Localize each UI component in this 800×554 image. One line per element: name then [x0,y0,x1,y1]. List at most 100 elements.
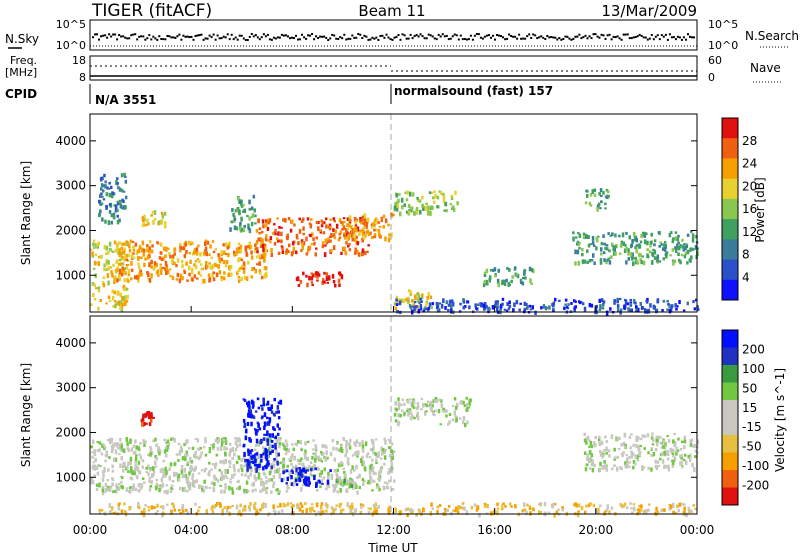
heatmap-cell [665,254,668,259]
heatmap-cell [322,510,325,514]
heatmap-cell [588,457,591,463]
heatmap-cell [668,232,672,238]
heatmap-cell [672,502,675,508]
heatmap-cell [144,440,147,443]
nsky-point [693,36,695,39]
heatmap-cell [320,219,323,223]
heatmap-cell [336,474,339,480]
heatmap-cell [259,508,262,512]
heatmap-cell [403,411,406,416]
heatmap-cell [453,397,457,401]
heatmap-cell [347,457,350,461]
heatmap-cell [258,254,261,258]
heatmap-cell [578,242,581,245]
nsky-point [560,38,563,41]
heatmap-cell [358,441,361,447]
heatmap-cell [354,508,358,513]
heatmap-cell [248,199,251,205]
heatmap-cell [254,410,258,413]
heatmap-cell [116,246,119,250]
heatmap-cell [299,279,303,284]
heatmap-cell [442,410,445,413]
heatmap-cell [175,264,178,268]
heatmap-cell [134,441,137,444]
nsky-point [238,34,241,37]
heatmap-cell [278,443,281,449]
nsky-point [534,34,537,37]
heatmap-cell [195,247,199,252]
heatmap-cell [171,254,175,259]
nsky-point [652,38,655,41]
heatmap-cell [240,202,243,206]
heatmap-cell [216,446,220,451]
heatmap-cell [268,434,272,437]
heatmap-cell [157,273,160,277]
heatmap-cell [363,214,367,219]
power-ylabel: Slant Range [km] [19,161,33,265]
heatmap-cell [320,470,323,475]
heatmap-cell [545,307,549,310]
heatmap-cell [636,458,640,462]
heatmap-cell [300,504,304,508]
heatmap-cell [95,243,99,247]
heatmap-cell [600,200,603,204]
heatmap-cell [134,450,137,455]
nsky-point [399,38,402,41]
heatmap-cell [168,268,172,271]
colorbar-tick: -50 [742,440,762,454]
heatmap-cell [134,439,137,443]
heatmap-cell [398,300,402,306]
heatmap-cell [191,446,195,450]
heatmap-cell [130,447,134,452]
heatmap-cell [614,233,617,238]
heatmap-cell [131,245,135,249]
heatmap-cell [445,209,448,213]
heatmap-cell [534,310,537,315]
nsky-point [214,38,217,41]
heatmap-cell [281,246,284,251]
heatmap-cell [622,451,625,455]
heatmap-cell [96,471,100,476]
heatmap-cell [458,310,462,313]
heatmap-cell [99,177,103,181]
heatmap-cell [297,284,301,287]
heatmap-cell [327,237,330,241]
velocity-heatmap [90,396,700,518]
nsky-point [391,38,394,41]
heatmap-cell [503,281,507,286]
heatmap-cell [194,437,198,440]
heatmap-cell [581,253,584,257]
heatmap-cell [94,457,97,463]
heatmap-cell [138,470,141,475]
nsky-point [250,33,253,35]
heatmap-cell [186,511,189,516]
heatmap-cell [383,486,386,490]
heatmap-cell [249,466,252,469]
heatmap-cell [375,507,378,511]
heatmap-cell [116,266,120,272]
heatmap-cell [102,473,105,478]
nsky-point [634,36,637,38]
heatmap-cell [666,299,669,303]
heatmap-cell [356,490,359,495]
heatmap-cell [593,193,597,197]
heatmap-cell [652,452,656,457]
heatmap-cell [139,442,142,445]
heatmap-cell [416,305,419,309]
heatmap-cell [94,253,98,257]
nsky-point [638,33,641,36]
heatmap-cell [420,511,423,514]
heatmap-cell [601,466,604,470]
heatmap-cell [247,505,251,509]
nsky-point [630,37,633,40]
heatmap-cell [394,202,397,206]
heatmap-cell [121,262,125,266]
heatmap-cell [241,227,244,231]
nsky-point [481,37,484,40]
heatmap-cell [377,455,380,458]
heatmap-cell [310,281,314,284]
heatmap-cell [530,267,534,273]
heatmap-cell [519,278,523,284]
nsky-point [644,36,647,39]
heatmap-cell [473,503,477,507]
